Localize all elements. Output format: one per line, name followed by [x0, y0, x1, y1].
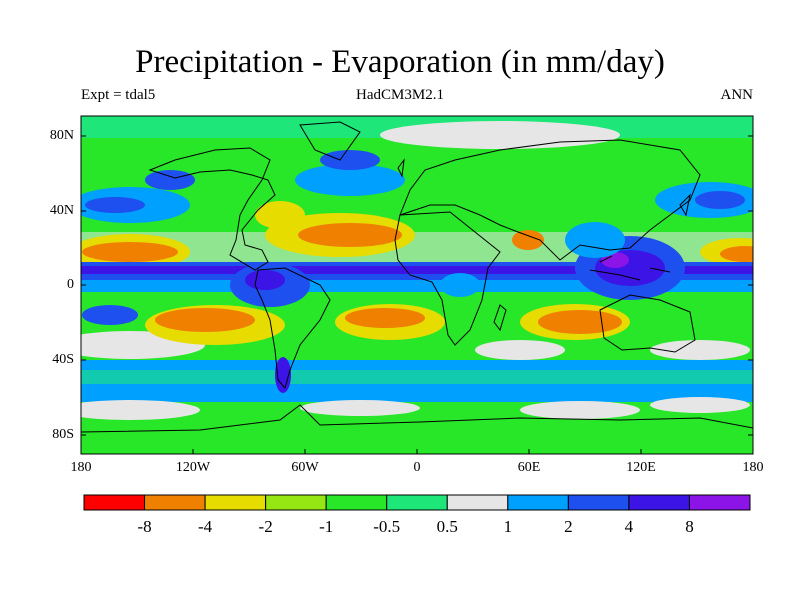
colorbar-swatch [688, 494, 751, 511]
colorbar-swatch [507, 494, 569, 511]
lon-label-120w: 120W [175, 460, 211, 475]
lon-label-0: 0 [413, 460, 421, 475]
colorbar-label: 1 [503, 517, 513, 536]
colorbar-label: -4 [197, 517, 213, 536]
colorbar-swatch [204, 494, 267, 511]
colorbar-swatch [325, 494, 388, 511]
colorbar-label: -0.5 [373, 517, 401, 536]
colorbar [83, 494, 751, 511]
period-label: ANN [720, 87, 754, 103]
colorbar-swatch [628, 494, 690, 511]
lat-label-40s: 40S [52, 352, 74, 367]
lon-label-120e: 120E [626, 460, 656, 475]
colorbar-label: 8 [685, 517, 694, 536]
model-label: HadCM3M2.1 [356, 87, 444, 103]
colorbar-label: 4 [624, 517, 634, 536]
lat-label-80s: 80S [52, 427, 74, 442]
lon-label-60w: 60W [291, 460, 319, 475]
colorbar-label: 0.5 [436, 517, 458, 536]
lon-label-180w: 180 [70, 460, 92, 475]
colorbar-label: 2 [564, 517, 573, 536]
colorbar-swatch [446, 494, 509, 511]
colorbar-swatch [567, 494, 630, 511]
map-title: Precipitation - Evaporation (in mm/day) [135, 44, 665, 80]
lat-label-40n: 40N [49, 203, 74, 218]
colorbar-swatch [83, 494, 146, 511]
colorbar-label: -1 [319, 517, 334, 536]
map-field [81, 116, 753, 454]
lat-tick-marks [81, 135, 753, 454]
colorbar-swatch [144, 494, 206, 511]
lat-label-0: 0 [67, 277, 74, 292]
coastlines [81, 121, 753, 433]
lat-label-80n: 80N [49, 128, 74, 143]
colorbar-label: -2 [258, 517, 273, 536]
lon-label-180e: 180 [742, 460, 764, 475]
colorbar-label: -8 [137, 517, 152, 536]
colorbar-swatch [265, 494, 327, 511]
colorbar-swatch [386, 494, 448, 511]
experiment-label: Expt = tdal5 [81, 87, 156, 103]
lon-label-60e: 60E [517, 460, 541, 475]
